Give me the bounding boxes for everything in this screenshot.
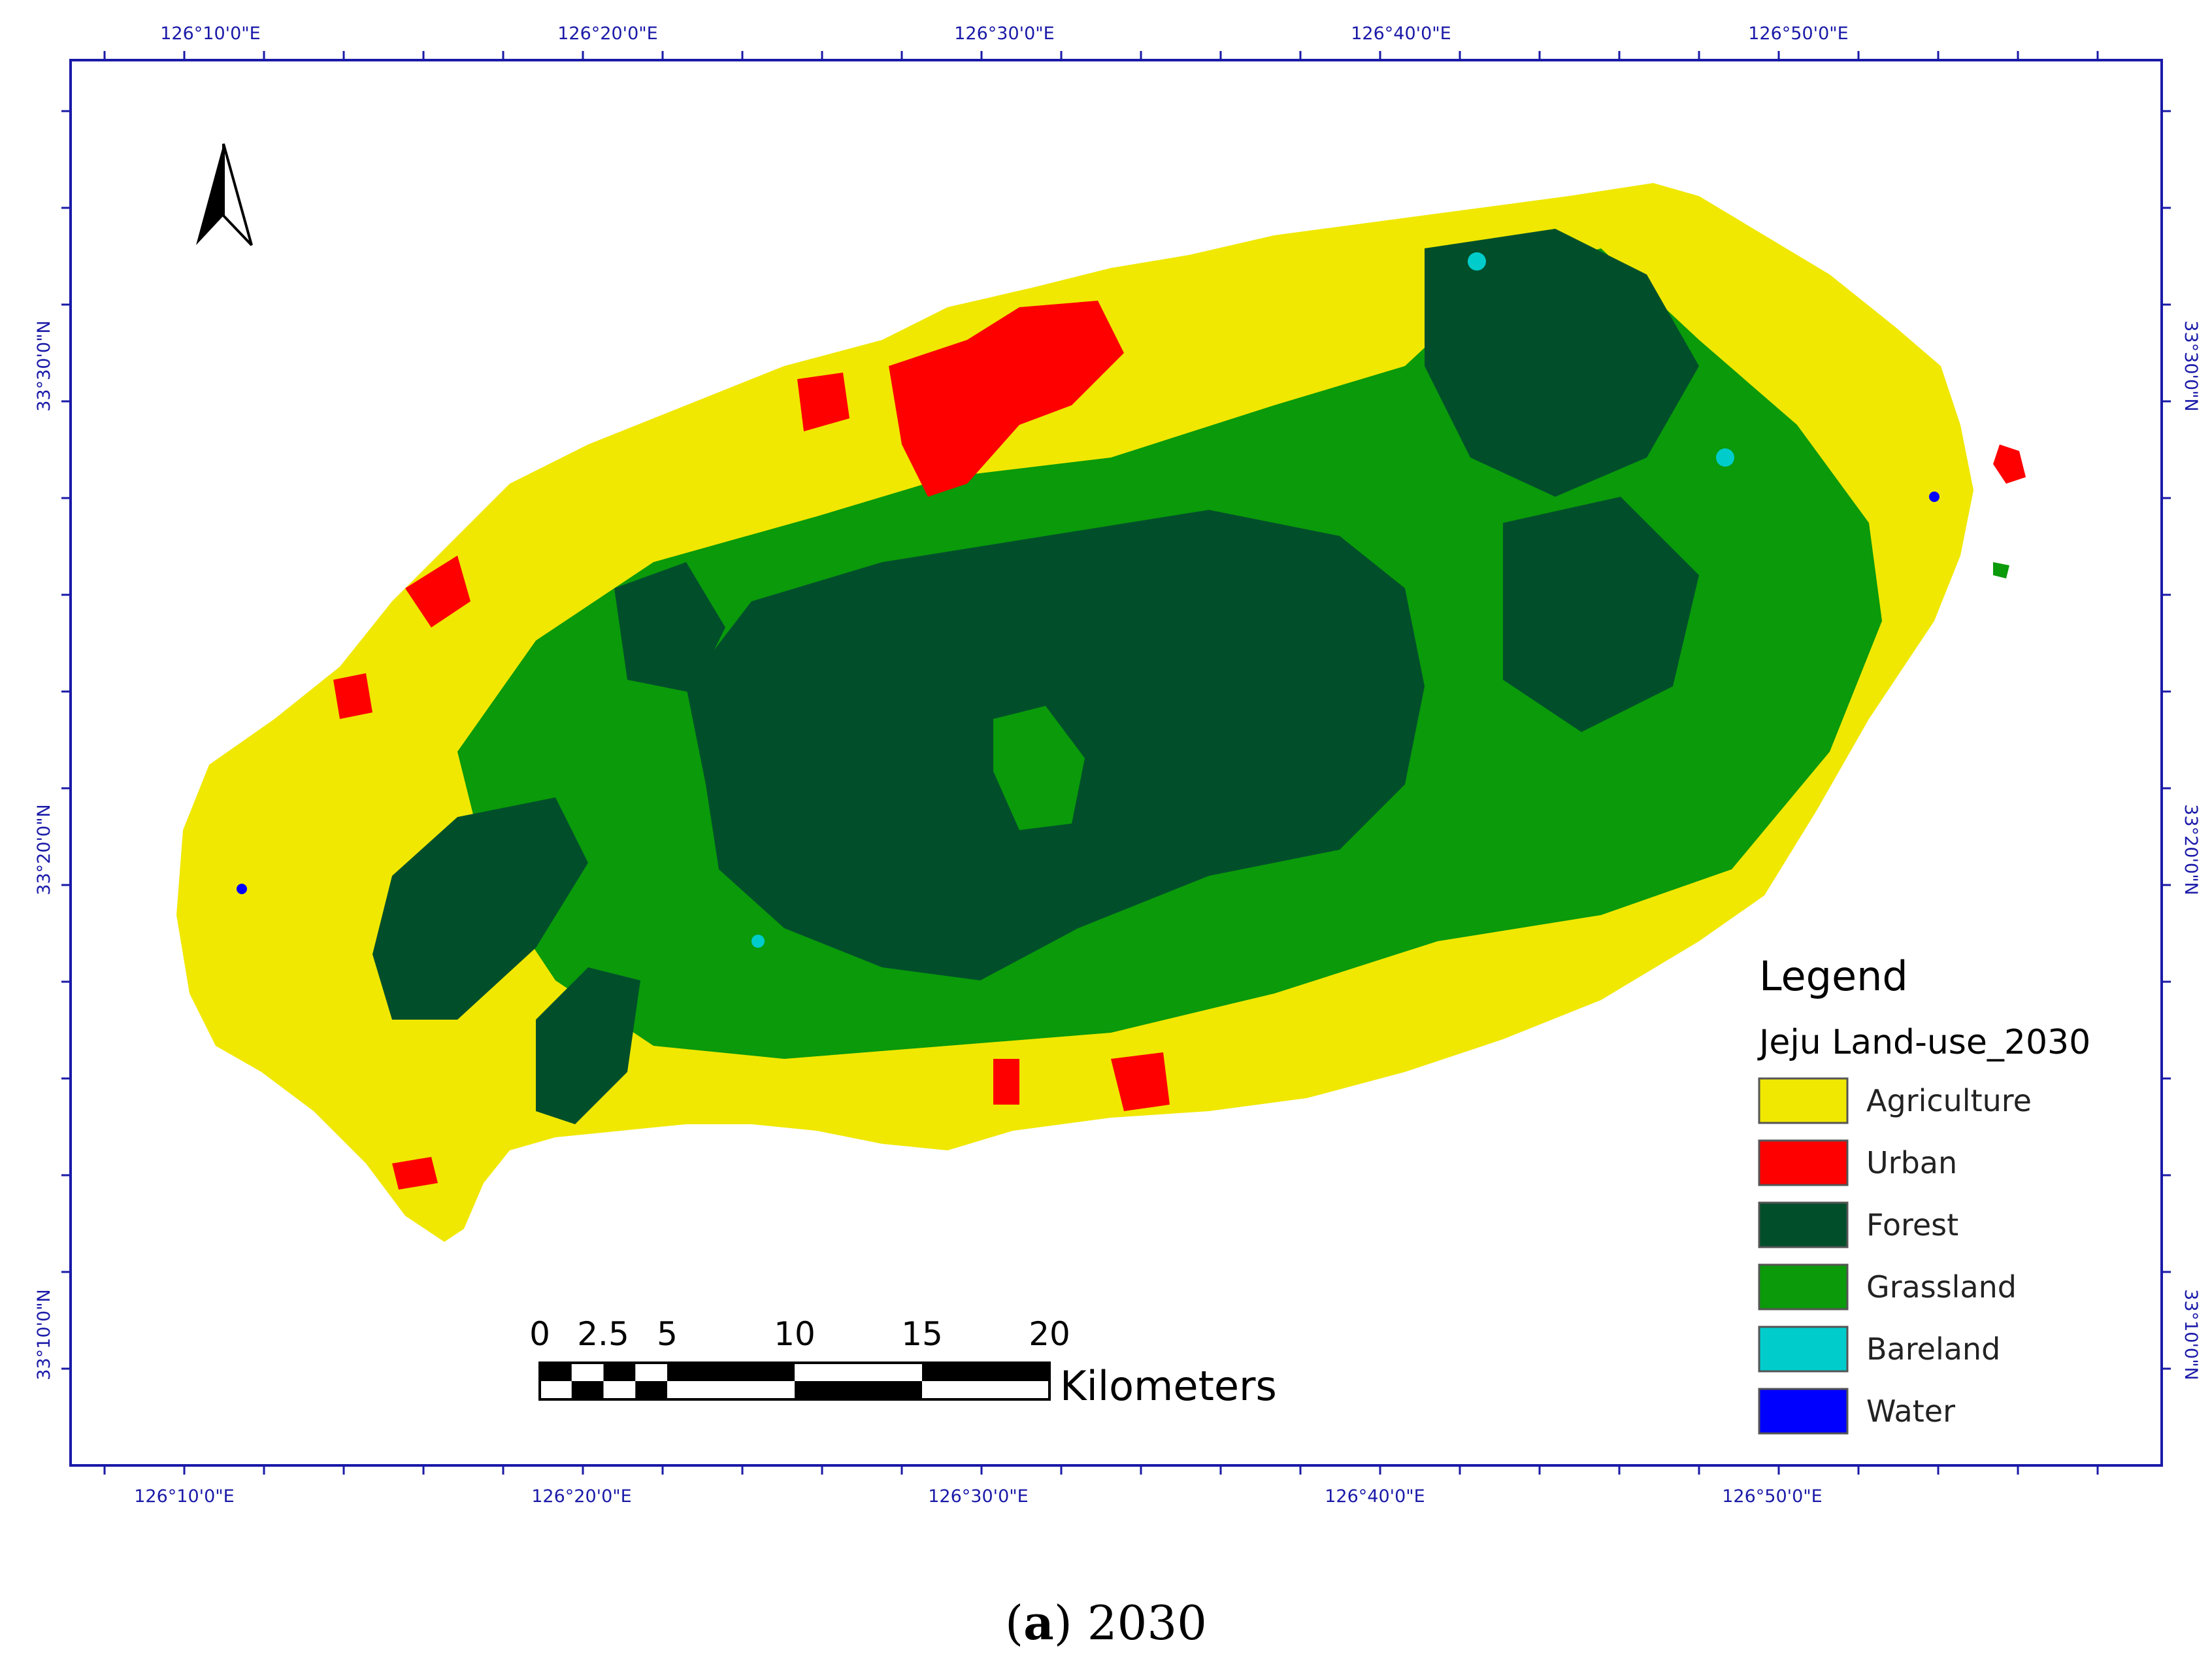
scale-segment-fine <box>540 1363 572 1381</box>
coord-bottom-5: 126°50'0"E <box>1722 1486 1822 1507</box>
figure-caption: (a) 2030 <box>1005 1595 1207 1650</box>
legend-swatch-grassland <box>1758 1263 1849 1311</box>
coord-bottom-2: 126°20'0"E <box>531 1486 631 1507</box>
caption-year: 2030 <box>1087 1595 1207 1650</box>
grassland-patch <box>993 706 1085 830</box>
forest-east <box>1503 497 1699 732</box>
legend-swatch-water <box>1758 1388 1849 1435</box>
scale-segment-fine <box>571 1381 604 1399</box>
legend-label-bareland: Bareland <box>1866 1331 2000 1367</box>
forest-southwest <box>536 967 640 1124</box>
legend-swatch-forest <box>1758 1201 1849 1248</box>
legend-label-forest: Forest <box>1866 1207 1958 1243</box>
scale-tick-10: 10 <box>774 1315 816 1353</box>
legend-layer-name: Jeju Land-use_2030 <box>1757 1023 2090 1062</box>
coord-bottom-3: 126°30'0"E <box>928 1486 1028 1507</box>
legend-label-grassland: Grassland <box>1866 1269 2017 1305</box>
caption-letter: a <box>1023 1595 1054 1650</box>
urban-north-2 <box>797 373 850 431</box>
scale-segment-coarse <box>922 1363 1049 1381</box>
scale-tick-15: 15 <box>901 1315 943 1353</box>
north-arrow-icon <box>196 143 253 246</box>
legend-swatch-urban <box>1758 1139 1849 1186</box>
urban-northwest <box>405 556 470 627</box>
legend-label-agriculture: Agriculture <box>1866 1083 2032 1118</box>
legend-label-urban: Urban <box>1866 1145 1957 1180</box>
urban-north <box>889 301 1124 497</box>
legend-swatch-bareland <box>1758 1326 1849 1373</box>
bareland-patch-3 <box>751 935 765 948</box>
scale-tick-0: 0 <box>529 1315 550 1353</box>
coord-bottom-4: 126°40'0"E <box>1325 1486 1425 1507</box>
coord-right-1: 33°30'0"N <box>2181 320 2201 411</box>
coord-right-2: 33°20'0"N <box>2181 804 2201 895</box>
forest-northwest <box>614 562 725 693</box>
coord-top-5: 126°50'0"E <box>1748 24 1848 44</box>
legend-label-water: Water <box>1866 1394 1955 1429</box>
islet-east-2 <box>1993 562 2009 578</box>
scale-segment-coarse <box>795 1381 922 1399</box>
coord-top-3: 126°30'0"E <box>954 24 1054 44</box>
legend: Legend Jeju Land-use_2030 Agriculture Ur… <box>1757 952 2090 1435</box>
urban-west <box>392 1157 438 1190</box>
forest-west <box>372 797 588 1020</box>
islet-east <box>1993 444 2026 484</box>
urban-coast-west <box>333 673 372 719</box>
water-pond-3 <box>237 884 247 894</box>
scale-unit-label: Kilometers <box>1060 1362 1277 1410</box>
coord-left-2: 33°20'0"N <box>34 804 54 895</box>
coord-top-4: 126°40'0"E <box>1351 24 1451 44</box>
coord-left-3: 33°10'0"N <box>34 1289 54 1380</box>
coord-left-1: 33°30'0"N <box>34 320 54 411</box>
forest-northeast <box>1425 229 1699 497</box>
urban-south-2 <box>993 1059 1019 1105</box>
coord-top-1: 126°10'0"E <box>160 24 260 44</box>
urban-south-1 <box>1111 1052 1170 1111</box>
scale-segment-fine <box>635 1381 667 1399</box>
scale-tick-20: 20 <box>1029 1315 1070 1353</box>
coord-top-2: 126°20'0"E <box>557 24 657 44</box>
scale-bar <box>538 1361 1051 1401</box>
legend-title: Legend <box>1759 952 1908 1000</box>
island-landuse <box>176 183 1973 1242</box>
legend-swatch-agriculture <box>1758 1077 1849 1124</box>
scale-tick-2-5: 2.5 <box>577 1315 629 1353</box>
coord-right-3: 33°10'0"N <box>2181 1289 2201 1380</box>
bareland-patch-2 <box>1716 448 1734 467</box>
bareland-patch-1 <box>1468 252 1486 271</box>
coord-bottom-1: 126°10'0"E <box>134 1486 234 1507</box>
water-pond-2 <box>1929 492 1940 502</box>
graticule-ticks <box>61 51 2171 1475</box>
scale-tick-5: 5 <box>657 1315 678 1353</box>
scale-segment-coarse <box>667 1363 795 1381</box>
scale-segment-fine <box>603 1363 636 1381</box>
